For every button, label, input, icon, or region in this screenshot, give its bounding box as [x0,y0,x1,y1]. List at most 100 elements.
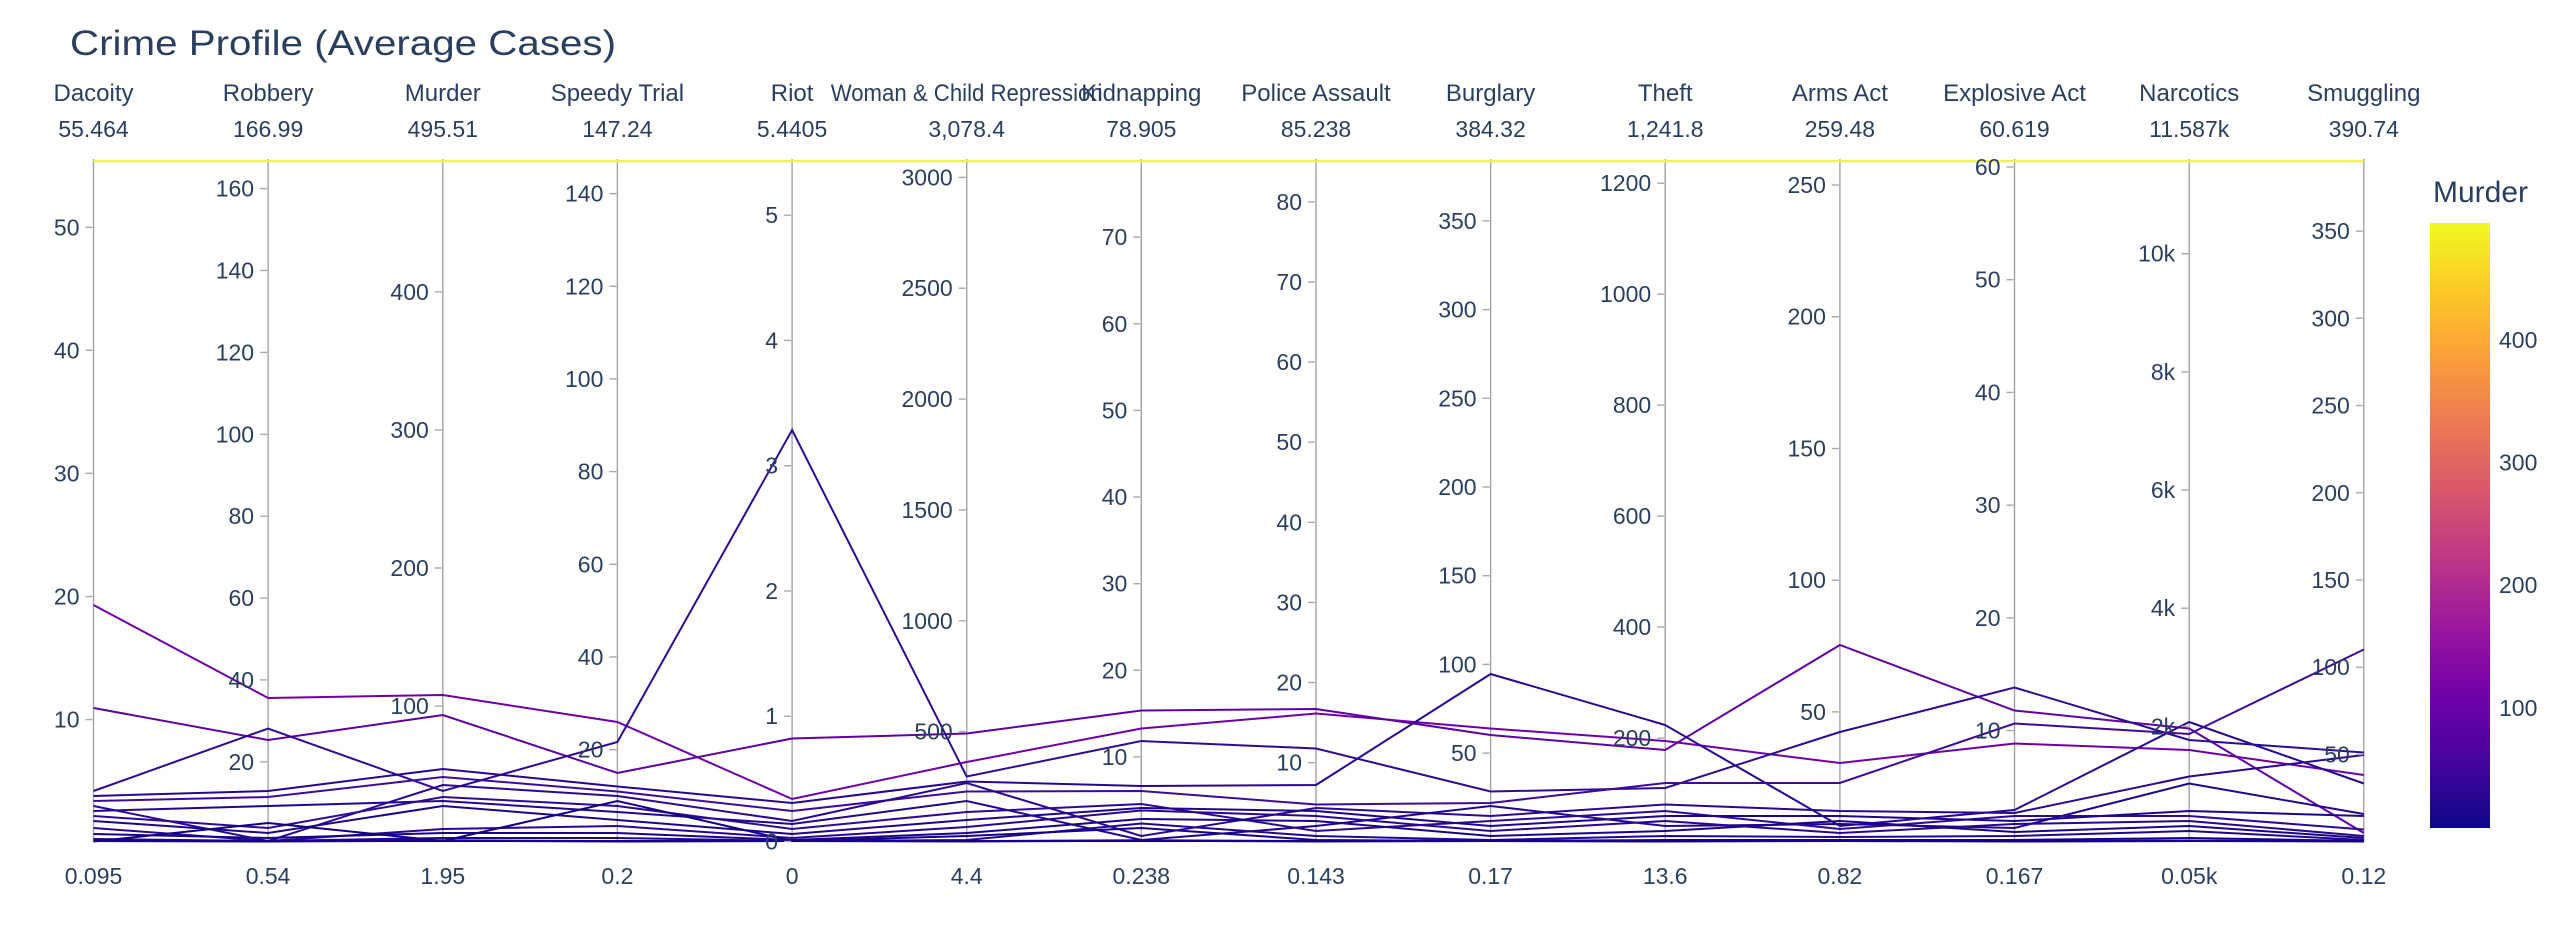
svg-text:20: 20 [1975,605,2001,631]
svg-text:Smuggling: Smuggling [2307,80,2420,107]
svg-text:200: 200 [1788,304,1826,330]
svg-text:147.24: 147.24 [582,116,653,142]
svg-text:3,078.4: 3,078.4 [928,116,1005,142]
svg-text:200: 200 [1438,474,1476,500]
svg-text:4k: 4k [2151,595,2176,621]
svg-text:0.54: 0.54 [246,863,291,889]
svg-text:300: 300 [2311,305,2349,331]
svg-text:0.2: 0.2 [601,863,633,889]
svg-text:60.619: 60.619 [1979,116,2049,142]
svg-text:60: 60 [1276,349,1302,375]
svg-text:30: 30 [1102,571,1128,597]
svg-text:1,241.8: 1,241.8 [1627,116,1704,142]
svg-text:70: 70 [1102,224,1128,250]
svg-text:4.4: 4.4 [951,863,983,889]
svg-text:Murder: Murder [405,80,481,107]
svg-text:20: 20 [1102,657,1128,683]
svg-text:0.167: 0.167 [1986,863,2044,889]
svg-text:Burglary: Burglary [1446,80,1535,107]
svg-text:60: 60 [578,551,604,577]
svg-text:2500: 2500 [902,275,953,301]
svg-text:390.74: 390.74 [2329,116,2400,142]
svg-text:40: 40 [1975,379,2001,405]
svg-text:40: 40 [54,337,80,363]
svg-text:78.905: 78.905 [1106,116,1176,142]
svg-text:Robbery: Robbery [223,80,314,107]
svg-text:100: 100 [1788,567,1826,593]
svg-text:140: 140 [565,181,603,207]
svg-text:Speedy Trial: Speedy Trial [551,80,684,107]
svg-text:Riot: Riot [771,80,814,107]
svg-text:800: 800 [1613,392,1651,418]
svg-text:30: 30 [54,460,80,486]
svg-text:160: 160 [216,176,254,202]
svg-text:20: 20 [229,749,255,775]
svg-text:0: 0 [786,863,799,889]
svg-text:150: 150 [2311,567,2349,593]
svg-text:2: 2 [765,578,778,604]
svg-text:100: 100 [390,693,428,719]
svg-text:2k: 2k [2151,713,2176,739]
svg-text:10: 10 [1975,718,2001,744]
svg-text:50: 50 [2324,742,2350,768]
svg-text:60: 60 [1102,311,1128,337]
svg-text:100: 100 [2311,654,2349,680]
svg-text:80: 80 [578,459,604,485]
svg-text:100: 100 [216,421,254,447]
svg-text:50: 50 [1800,699,1826,725]
svg-text:0: 0 [765,829,778,855]
svg-text:40: 40 [229,667,255,693]
svg-text:4: 4 [765,327,778,353]
svg-text:0.238: 0.238 [1113,863,1171,889]
svg-text:400: 400 [390,279,428,305]
svg-text:0.143: 0.143 [1287,863,1345,889]
svg-text:50: 50 [1276,429,1302,455]
svg-text:250: 250 [1788,172,1826,198]
svg-text:10k: 10k [2138,241,2176,267]
svg-text:200: 200 [2311,480,2349,506]
svg-text:250: 250 [1438,385,1476,411]
svg-text:300: 300 [390,417,428,443]
svg-text:10: 10 [54,707,80,733]
svg-text:150: 150 [1788,436,1826,462]
svg-text:20: 20 [1276,670,1302,696]
svg-text:20: 20 [54,584,80,610]
svg-text:120: 120 [565,273,603,299]
svg-text:10: 10 [1276,750,1302,776]
svg-text:300: 300 [2499,450,2537,476]
svg-text:Theft: Theft [1638,80,1693,107]
svg-text:60: 60 [1975,154,2001,180]
svg-text:0.095: 0.095 [65,863,123,889]
svg-text:10: 10 [1102,744,1128,770]
svg-text:1: 1 [765,703,778,729]
svg-text:600: 600 [1613,503,1651,529]
svg-text:2000: 2000 [902,386,953,412]
svg-text:495.51: 495.51 [408,116,478,142]
svg-text:Arms Act: Arms Act [1792,80,1888,107]
svg-text:Narcotics: Narcotics [2139,80,2239,107]
svg-text:6k: 6k [2151,477,2176,503]
svg-text:200: 200 [1613,725,1651,751]
svg-text:50: 50 [1451,740,1477,766]
svg-text:259.48: 259.48 [1805,116,1875,142]
svg-text:500: 500 [914,719,952,745]
svg-text:80: 80 [1276,189,1302,215]
svg-text:70: 70 [1276,269,1302,295]
svg-text:400: 400 [1613,614,1651,640]
svg-text:60: 60 [229,585,255,611]
svg-text:350: 350 [2311,218,2349,244]
svg-text:13.6: 13.6 [1643,863,1688,889]
svg-text:100: 100 [1438,651,1476,677]
svg-text:100: 100 [2499,695,2537,721]
svg-text:Murder: Murder [2433,176,2528,209]
svg-text:120: 120 [216,339,254,365]
svg-text:150: 150 [1438,563,1476,589]
svg-text:8k: 8k [2151,359,2176,385]
svg-text:200: 200 [390,555,428,581]
svg-text:Kidnapping: Kidnapping [1081,80,1201,107]
svg-text:40: 40 [1102,484,1128,510]
svg-text:85.238: 85.238 [1281,116,1351,142]
svg-text:30: 30 [1276,589,1302,615]
svg-text:3000: 3000 [902,164,953,190]
svg-text:50: 50 [1975,267,2001,293]
